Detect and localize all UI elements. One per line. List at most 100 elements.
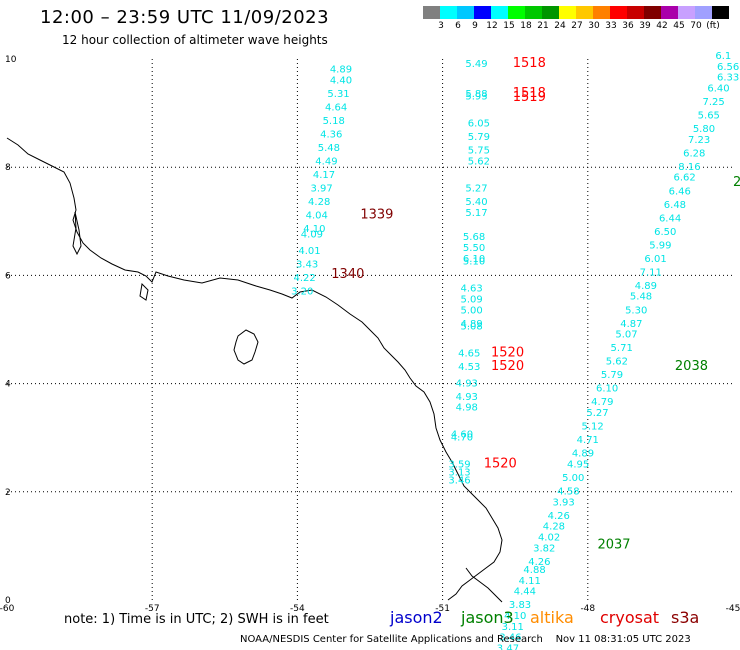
wave-height-value: 6.40: [707, 83, 729, 94]
wave-height-value: 4.02: [538, 532, 560, 543]
wave-height-value: 4.17: [313, 170, 335, 181]
legend-swatch: [508, 6, 525, 19]
color-scale-legend: [423, 6, 729, 19]
axis-ticks: -60 -57 -54 -51 -48 -45 0 2 4 6 8 10: [0, 55, 740, 614]
legend-label: 70: [690, 21, 702, 31]
legend-swatch: [559, 6, 576, 19]
legend-swatch: [695, 6, 712, 19]
coastline-mainland: [6, 137, 503, 601]
x-tick-label: -51: [435, 604, 450, 614]
track-pass-1518-1520: 5.49 5.885.93 6.05 5.79 5.755.62 5.27 5.405.17…: [448, 56, 545, 487]
chart-title: 12:00 – 23:59 UTC 11/09/2023: [40, 7, 330, 28]
wave-height-value: 4.28: [543, 522, 565, 533]
wave-height-value: 4.89: [461, 319, 483, 330]
legend-swatch: [423, 6, 440, 19]
x-tick-label: -45: [726, 604, 740, 614]
wave-height-value: 4.26: [528, 557, 550, 568]
legend-label: 18: [520, 21, 532, 31]
legend-label: 9: [472, 21, 478, 31]
wave-height-value: 4.10: [303, 224, 325, 235]
wave-height-value: 3.20: [291, 286, 313, 297]
wave-height-value: 5.65: [698, 111, 720, 122]
wave-height-value: 5.80: [693, 124, 715, 135]
wave-height-value: 5.48: [630, 292, 652, 303]
wave-height-value: 4.89: [572, 449, 594, 460]
wave-height-value: 3.93: [552, 497, 574, 508]
wave-height-value: 5.68: [463, 232, 485, 243]
satellite-jason2: jason2: [390, 608, 443, 627]
wave-height-value: 5.62: [606, 357, 628, 368]
coastline: [6, 137, 503, 603]
legend-label: 42: [656, 21, 668, 31]
wave-height-value: 5.71: [611, 343, 633, 354]
wave-height-value: 4.60: [451, 430, 473, 441]
legend-swatch: [593, 6, 610, 19]
legend-swatch: [525, 6, 542, 19]
wave-height-value: 6.05: [468, 119, 490, 130]
wave-height-value: 4.53: [458, 362, 480, 373]
wave-height-value: 3.46: [499, 633, 521, 644]
wave-height-value: 5.75: [468, 146, 490, 157]
wave-height-value: 5.40: [465, 197, 487, 208]
wave-height-value: 3.11: [502, 622, 524, 633]
wave-height-value: 6.50: [654, 227, 676, 238]
satellite-cryosat: cryosat: [600, 608, 660, 627]
pass-time-label: 1520: [484, 456, 517, 471]
legend-swatch: [474, 6, 491, 19]
x-tick-label: -48: [580, 604, 595, 614]
wave-height-value: 4.98: [456, 403, 478, 414]
wave-height-value: 4.93: [456, 378, 478, 389]
wave-height-value: 4.01: [298, 246, 320, 257]
wave-height-value: 5.48: [318, 143, 340, 154]
wave-height-value: 5.99: [649, 240, 671, 251]
coastline-inlet: [72, 211, 82, 256]
wave-height-value: 8.16: [678, 162, 700, 173]
legend-label: 15: [503, 21, 515, 31]
wave-height-value: 6.44: [659, 213, 681, 224]
wave-height-value: 4.09: [301, 230, 323, 241]
legend-label: 39: [639, 21, 651, 31]
wave-height-value: 6.10: [463, 254, 485, 265]
wave-height-value: 4.79: [591, 397, 613, 408]
legend-label: 3: [438, 21, 444, 31]
legend-label: 27: [571, 21, 583, 31]
wave-height-value: 4.87: [620, 319, 642, 330]
wave-height-value: 3.97: [310, 184, 332, 195]
wave-height-value: 4.40: [330, 75, 352, 86]
x-tick-label: -60: [0, 604, 15, 614]
legend-swatch: [610, 6, 627, 19]
y-tick-label: 8: [5, 163, 11, 173]
wave-height-value: 4.58: [557, 487, 579, 498]
legend-label: 45: [673, 21, 685, 31]
wave-height-value: 5.12: [582, 422, 604, 433]
wave-height-value: 5.09: [461, 294, 483, 305]
wave-height-value: 4.10: [504, 611, 526, 622]
legend-unit: (ft): [706, 21, 720, 31]
pass-time-label: 1340: [331, 267, 364, 282]
legend-swatch: [644, 6, 661, 19]
wave-height-value: 4.36: [320, 129, 342, 140]
y-tick-label: 0: [5, 596, 11, 606]
wave-height-value: 6.1: [715, 51, 731, 62]
wave-height-value: 5.49: [465, 59, 487, 70]
wave-height-value: 4.95: [567, 459, 589, 470]
wave-height-value: 6.01: [644, 254, 666, 265]
legend-swatch: [712, 6, 729, 19]
wave-height-value: 5.18: [323, 116, 345, 127]
wave-height-value: 3.82: [533, 543, 555, 554]
pass-time-label: 1520: [491, 359, 524, 374]
footer-note: note: 1) Time is in UTC; 2) SWH is in fe…: [64, 612, 329, 627]
wave-height-value: 6.28: [683, 148, 705, 159]
wave-height-value: 3.46: [448, 476, 470, 487]
wave-height-value: 4.22: [294, 273, 316, 284]
wave-height-value: 5.30: [625, 305, 647, 316]
wave-height-value: 4.93: [456, 392, 478, 403]
wave-height-value: 4.70: [451, 432, 473, 443]
pass-time-label: 1339: [360, 208, 393, 223]
wave-height-value: 6.46: [669, 186, 691, 197]
wave-height-value: 4.88: [523, 565, 545, 576]
lat-lon-grid: [7, 59, 733, 600]
wave-height-value: 5.93: [465, 92, 487, 103]
island-small: [139, 282, 149, 301]
